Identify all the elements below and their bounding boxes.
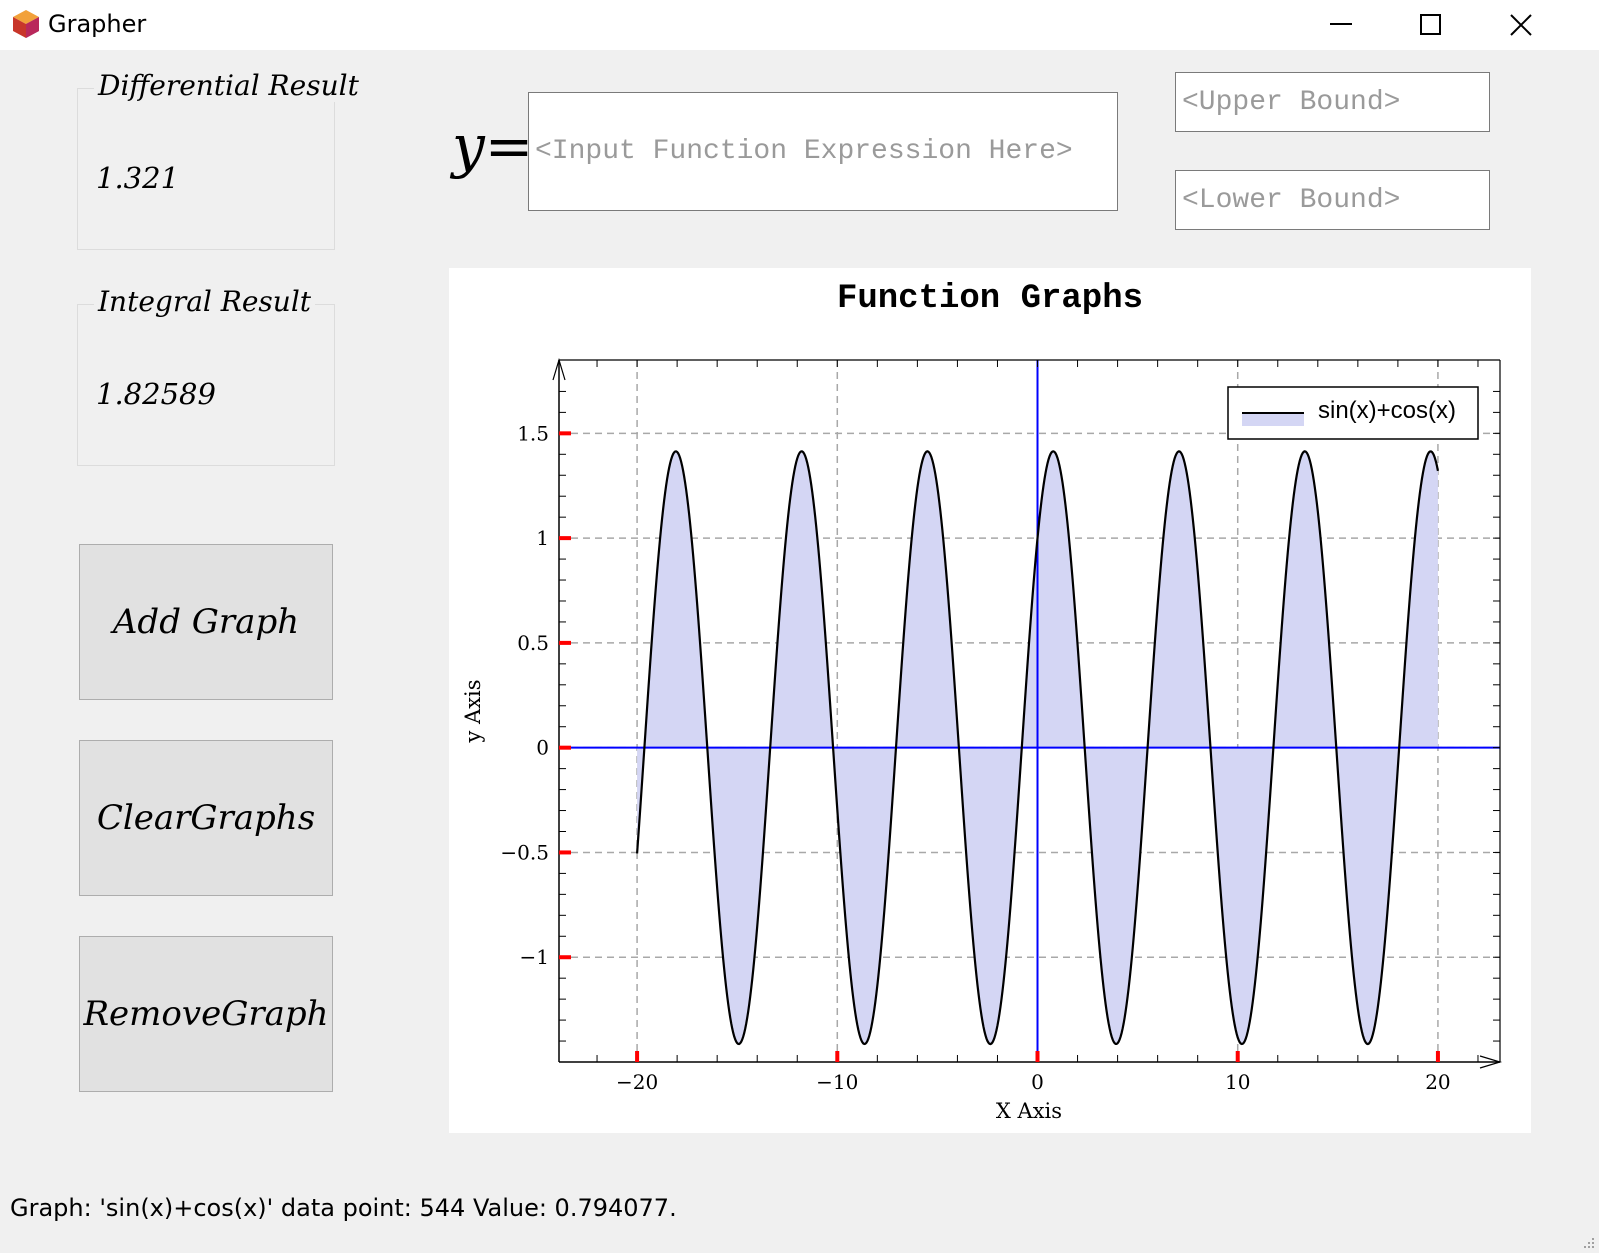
y-axis-label: y Axis [461,679,485,743]
close-button[interactable] [1476,0,1566,50]
x-tick-label: −20 [616,1070,658,1094]
y-equals-label: y= [452,112,534,180]
legend-series-label: sin(x)+cos(x) [1318,397,1456,424]
legend: sin(x)+cos(x) [1227,386,1479,440]
x-tick-label: 0 [1031,1070,1044,1094]
y-tick-label: 0.5 [517,631,549,655]
curve-layer [635,450,1440,1046]
maximize-icon [1420,14,1441,35]
zero-axes [559,360,1500,1062]
tick-labels: −20 −10 0 10 20 1.5 1 0.5 0 −0.5 −1 [500,421,1450,1094]
close-icon [1510,14,1532,36]
x-axis-label: X Axis [996,1099,1062,1123]
function-expression-input[interactable] [528,92,1118,211]
y-axis-arrow [552,357,566,381]
add-graph-button[interactable]: Add Graph [79,544,333,700]
maximize-button[interactable] [1386,0,1476,50]
lower-bound-input[interactable] [1175,170,1490,230]
y-tick-label: 1 [536,526,549,550]
upper-bound-input[interactable] [1175,72,1490,132]
integral-result-title: Integral Result [94,285,316,318]
window-title: Grapher [48,10,147,38]
remove-graph-button[interactable]: RemoveGraph [79,936,333,1092]
minimize-button[interactable] [1296,0,1386,50]
legend-fill-swatch [1242,414,1304,426]
x-tick-label: 10 [1225,1070,1250,1094]
y-tick-label: 1.5 [517,421,549,445]
function-chart[interactable]: Function Graphs −20 −10 0 10 201.510.50−0.5−… [449,268,1531,1133]
y-tick-label: −1 [520,945,549,969]
plot-panel[interactable]: Function Graphs −20 −10 0 10 20 1.5 1 0.5 0 −0.5−… [449,268,1531,1133]
x-tick-label: −10 [816,1070,858,1094]
x-axis-arrow [1479,1055,1503,1069]
ticks [559,360,1500,1062]
status-text: Graph: 'sin(x)+cos(x)' data point: 544 V… [10,1194,677,1222]
cube-app-icon [13,10,39,38]
y-tick-label: −0.5 [500,840,549,864]
clear-graphs-button[interactable]: ClearGraphs [79,740,333,896]
differential-result-group: Differential Result 1.321 [77,69,363,250]
integral-result-group: Integral Result 1.82589 [77,285,335,466]
chart-title: Function Graphs [837,280,1143,318]
minimize-icon [1330,23,1352,25]
integral-result-value: 1.82589 [96,377,216,411]
differential-result-title: Differential Result [94,69,363,102]
plot-frame [552,357,1503,1069]
x-tick-label: 20 [1425,1070,1450,1094]
series-line [635,450,1440,1046]
title-bar: Grapher [0,0,1599,50]
resize-grip-icon[interactable] [1581,1235,1595,1249]
differential-result-value: 1.321 [96,161,180,195]
y-tick-label: 0 [536,736,549,760]
